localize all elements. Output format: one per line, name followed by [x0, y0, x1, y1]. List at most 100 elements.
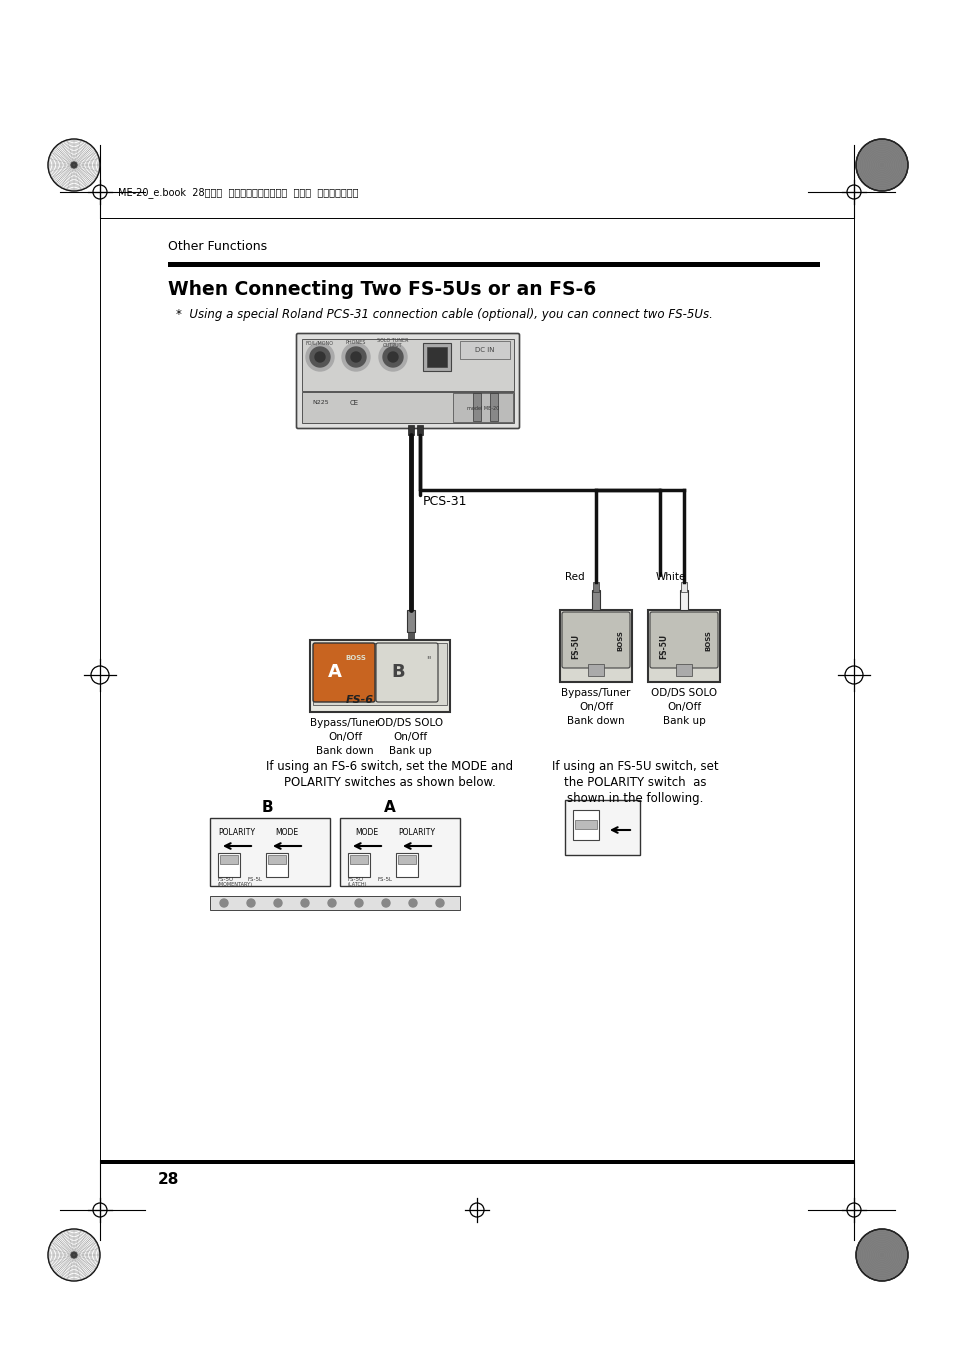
Text: shown in the following.: shown in the following. [566, 792, 702, 805]
Text: Bypass/Tuner: Bypass/Tuner [310, 717, 379, 728]
Text: OD/DS SOLO: OD/DS SOLO [376, 717, 442, 728]
Bar [575, 820, 597, 830]
Circle shape [247, 898, 254, 907]
Bar [559, 611, 631, 682]
Text: OD/DS SOLO: OD/DS SOLO [650, 688, 717, 698]
Circle shape [274, 898, 282, 907]
Bar [168, 262, 820, 267]
Bar [680, 582, 686, 592]
Text: MODE: MODE [355, 828, 378, 838]
Bar [348, 852, 370, 877]
Text: BOSS: BOSS [345, 655, 366, 661]
Text: On/Off: On/Off [393, 732, 427, 742]
Bar [427, 347, 447, 367]
Bar [408, 426, 414, 435]
Bar [647, 611, 720, 682]
Circle shape [855, 139, 907, 190]
Bar [100, 1161, 853, 1165]
Circle shape [346, 347, 366, 367]
Circle shape [409, 898, 416, 907]
Circle shape [306, 343, 334, 372]
Text: FS-5U: FS-5U [348, 877, 364, 882]
Text: If using an FS-6 switch, set the MODE and: If using an FS-6 switch, set the MODE an… [266, 761, 513, 773]
Text: *  Using a special Roland PCS-31 connection cable (optional), you can connect tw: * Using a special Roland PCS-31 connecti… [175, 308, 712, 322]
Text: BOSS: BOSS [704, 631, 710, 651]
Text: POLARITY: POLARITY [218, 828, 255, 838]
Bar [593, 582, 598, 592]
Text: Bank down: Bank down [567, 716, 624, 725]
Text: SOLO TUNER
OUTPUT: SOLO TUNER OUTPUT [376, 338, 408, 349]
Circle shape [351, 353, 360, 362]
Text: BOSS: BOSS [617, 631, 622, 651]
Text: FS-5L: FS-5L [377, 877, 393, 882]
Bar [266, 852, 288, 877]
Circle shape [328, 898, 335, 907]
Text: (MOMENTARY): (MOMENTARY) [218, 882, 253, 888]
Bar [564, 800, 639, 855]
Bar [302, 392, 514, 423]
Text: FS-6: FS-6 [346, 694, 374, 705]
Bar [350, 855, 368, 865]
Circle shape [71, 162, 77, 168]
Bar [408, 632, 414, 640]
Text: ": " [425, 655, 430, 665]
Text: 28: 28 [157, 1173, 178, 1188]
Bar [453, 393, 513, 422]
Circle shape [355, 898, 363, 907]
Text: When Connecting Two FS-5Us or an FS-6: When Connecting Two FS-5Us or an FS-6 [168, 280, 596, 299]
Text: Bank down: Bank down [315, 746, 374, 757]
Text: White: White [656, 571, 685, 582]
Bar [302, 339, 514, 390]
Bar [679, 590, 687, 611]
Circle shape [378, 343, 407, 372]
Text: model ME-20: model ME-20 [466, 405, 498, 411]
Text: On/Off: On/Off [666, 703, 700, 712]
Text: B: B [391, 663, 404, 681]
Text: PCS-31: PCS-31 [422, 494, 467, 508]
Bar [210, 817, 330, 886]
Circle shape [314, 353, 325, 362]
Bar [395, 852, 417, 877]
Circle shape [382, 347, 402, 367]
Circle shape [388, 353, 397, 362]
Bar [397, 855, 416, 865]
Text: CE: CE [350, 400, 358, 407]
Bar [310, 640, 450, 712]
Bar [573, 811, 598, 840]
Bar [407, 611, 415, 632]
Circle shape [436, 898, 443, 907]
Circle shape [71, 1252, 77, 1258]
FancyBboxPatch shape [313, 643, 375, 703]
Bar [268, 855, 286, 865]
Bar [416, 426, 422, 435]
Text: A: A [328, 663, 341, 681]
Text: Bypass/Tuner: Bypass/Tuner [560, 688, 630, 698]
Text: FO/L/MONO: FO/L/MONO [306, 340, 334, 346]
Text: On/Off: On/Off [578, 703, 613, 712]
Text: Bank up: Bank up [388, 746, 431, 757]
Bar [587, 663, 603, 676]
Bar [473, 393, 480, 422]
Bar [210, 896, 459, 911]
Text: ME-20_e.book  28ページ  ２００７年９月１０日  月曜日  午後６時２２分: ME-20_e.book 28ページ ２００７年９月１０日 月曜日 午後６時２２… [118, 188, 358, 199]
Circle shape [855, 1229, 907, 1281]
Bar [459, 340, 510, 359]
Bar [220, 855, 237, 865]
Circle shape [310, 347, 330, 367]
Text: POLARITY: POLARITY [398, 828, 435, 838]
FancyBboxPatch shape [561, 612, 629, 667]
Bar [313, 643, 447, 705]
Text: FS-5L: FS-5L [248, 877, 263, 882]
Text: FS-5U: FS-5U [571, 634, 579, 658]
Text: A: A [384, 800, 395, 815]
Text: If using an FS-5U switch, set: If using an FS-5U switch, set [551, 761, 718, 773]
Text: MODE: MODE [275, 828, 298, 838]
FancyBboxPatch shape [649, 612, 718, 667]
Text: Other Functions: Other Functions [168, 240, 267, 253]
Text: FS-5U: FS-5U [218, 877, 233, 882]
FancyBboxPatch shape [296, 334, 519, 428]
Text: (LATCH): (LATCH) [348, 882, 367, 888]
Text: N225: N225 [312, 400, 328, 405]
Text: PHONES: PHONES [345, 340, 366, 346]
Bar [339, 817, 459, 886]
